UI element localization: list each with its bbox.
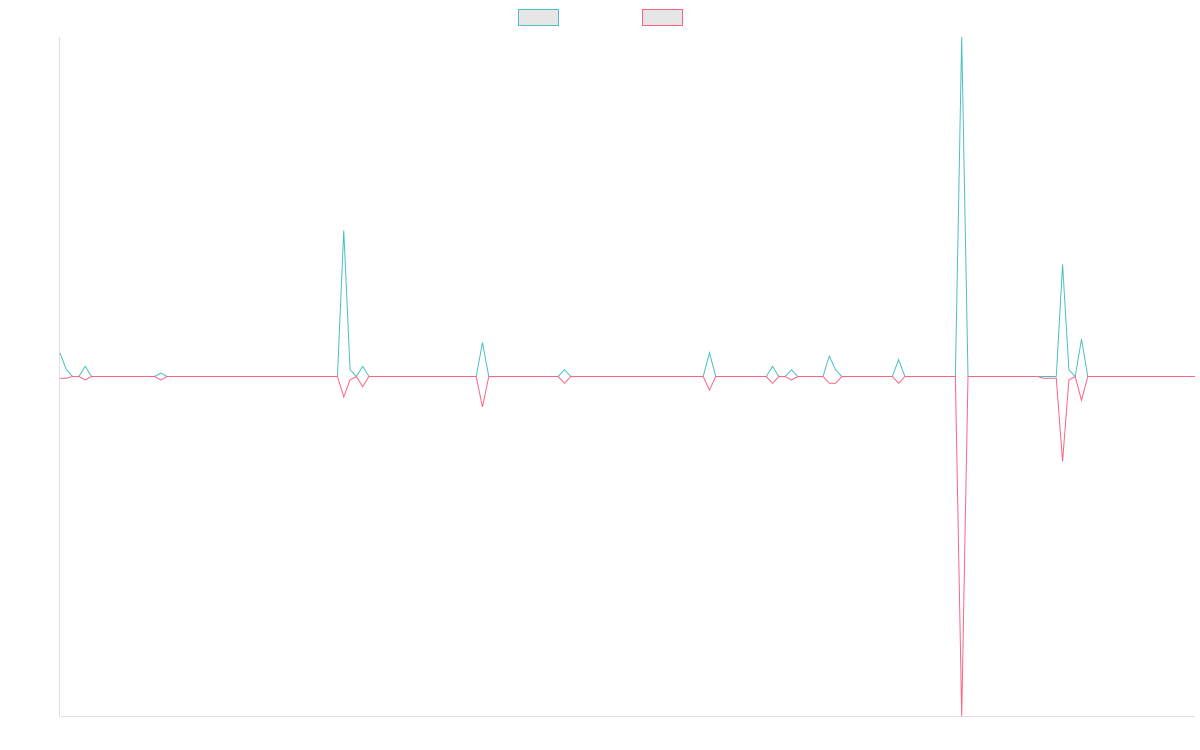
series-line <box>59 36 1195 378</box>
series-line <box>60 375 1195 717</box>
legend-swatch <box>642 9 683 26</box>
legend-swatch <box>518 9 559 26</box>
